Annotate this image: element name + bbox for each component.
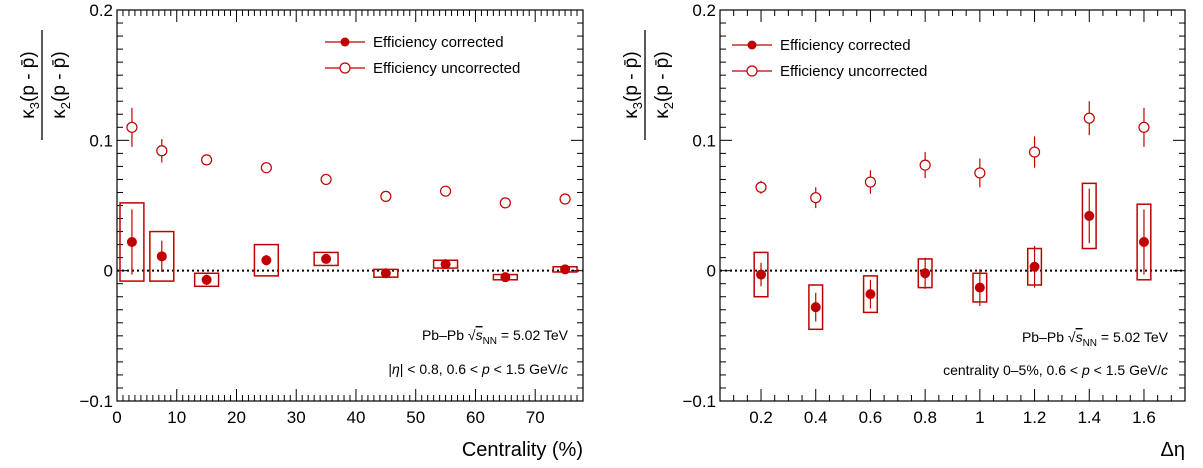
systematic-error-box <box>1081 182 1097 250</box>
data-point <box>500 272 511 283</box>
systematic-error-box <box>313 251 339 267</box>
x-tick-label: 0 <box>112 408 121 427</box>
systematic-error-box <box>119 202 145 282</box>
data-point <box>321 253 332 264</box>
x-tick-label: 1.2 <box>1023 408 1047 427</box>
legend: Efficiency corrected Efficiency uncorrect… <box>325 34 520 77</box>
data-point <box>1084 210 1095 221</box>
x-tick-label: 0.4 <box>804 408 828 427</box>
data-point <box>810 302 821 313</box>
legend: Efficiency corrected Efficiency uncorrect… <box>732 37 927 80</box>
systematic-error-box <box>862 275 879 314</box>
systematic-error-box <box>753 251 769 298</box>
x-tick-label: 1.4 <box>1077 408 1101 427</box>
x-axis-label: Δη <box>1161 439 1185 461</box>
data-point <box>974 282 985 293</box>
annotation-kinematics: centrality 0–5%, 0.6 < p < 1.5 GeV/c <box>943 362 1168 378</box>
annotation-collision-system: Pb–Pb √sNN = 5.02 TeV <box>422 327 569 347</box>
series-corrected <box>119 202 578 288</box>
y-tick-label: 0.1 <box>692 131 716 150</box>
data-point <box>126 236 137 247</box>
data-point <box>201 274 212 285</box>
x-tick-label: 1 <box>975 408 984 427</box>
y-axis-denominator: κ2(p - p̄) <box>652 51 676 118</box>
x-tick-label: 0.2 <box>749 408 773 427</box>
x-tick-label: 10 <box>167 408 186 427</box>
x-axis-label: Centrality (%) <box>462 439 583 461</box>
x-tick-label: 30 <box>287 408 306 427</box>
data-point <box>919 159 931 171</box>
data-point <box>1029 261 1040 272</box>
x-tick-label: 40 <box>347 408 366 427</box>
y-tick-label: −0.1 <box>682 392 716 411</box>
legend-label: Efficiency uncorrected <box>373 60 520 77</box>
y-axis-denominator: κ2(p - p̄) <box>49 51 73 118</box>
y-axis-label: κ3(p - p̄) κ2(p - p̄) <box>18 30 73 140</box>
data-point <box>156 145 168 157</box>
data-point <box>756 269 767 280</box>
data-point <box>1138 236 1149 247</box>
data-point <box>1028 146 1041 158</box>
x-tick-label: 0.6 <box>859 408 883 427</box>
y-tick-label: −0.1 <box>79 392 113 411</box>
x-tick-label: 1.6 <box>1132 408 1156 427</box>
data-point <box>380 268 391 279</box>
data-point <box>440 259 451 270</box>
data-point <box>156 251 167 262</box>
y-tick-label: 0.2 <box>89 1 113 20</box>
data-point <box>439 185 452 197</box>
data-point <box>320 173 332 186</box>
data-point <box>974 167 986 179</box>
x-tick-label: 0.8 <box>913 408 937 427</box>
x-tick-label: 60 <box>466 408 485 427</box>
systematic-error-box <box>808 284 824 331</box>
data-point <box>1138 121 1150 133</box>
x-tick-label: 70 <box>526 408 545 427</box>
annotation-kinematics: |η| < 0.8, 0.6 < p < 1.5 GeV/c <box>388 361 568 377</box>
systematic-error-box <box>1136 203 1152 281</box>
systematic-error-box <box>253 243 280 277</box>
data-point <box>755 181 767 193</box>
y-axis-numerator: κ3(p - p̄) <box>621 51 645 118</box>
y-tick-label: 0.1 <box>89 131 113 150</box>
y-axis-label: κ3(p - p̄) κ2(p - p̄) <box>621 30 676 140</box>
data-point <box>201 154 213 166</box>
annotation-collision-system: Pb–Pb √sNN = 5.02 TeV <box>1022 329 1169 349</box>
data-point <box>260 162 272 174</box>
x-tick-label: 20 <box>227 408 246 427</box>
data-point <box>559 193 571 205</box>
data-point <box>865 289 876 300</box>
x-tick-label: 50 <box>406 408 425 427</box>
series-uncorrected <box>126 107 571 209</box>
y-axis-numerator: κ3(p - p̄) <box>18 51 42 118</box>
data-point <box>1083 112 1095 124</box>
y-tick-label: 0 <box>104 262 113 281</box>
legend-label: Efficiency uncorrected <box>780 63 927 80</box>
data-point <box>380 190 392 202</box>
data-point <box>864 176 877 188</box>
data-point <box>499 197 511 209</box>
y-tick-label: 0.2 <box>692 1 716 20</box>
y-tick-label: 0 <box>707 262 716 281</box>
legend-marker <box>746 65 758 77</box>
data-point <box>810 192 822 204</box>
data-point <box>920 268 931 279</box>
series-uncorrected <box>755 101 1150 209</box>
series-corrected <box>753 182 1152 331</box>
legend-marker <box>747 40 757 50</box>
legend-label: Efficiency corrected <box>373 34 504 51</box>
chart-panel-2: −0.1 0 0.1 0.2 0.2 0.4 0.6 0.8 1 1.2 1.4 1.6 Δη κ3(p … <box>621 1 1186 461</box>
legend-marker <box>339 62 351 74</box>
data-point <box>126 121 138 133</box>
data-point <box>261 255 272 266</box>
systematic-error-box <box>149 230 175 282</box>
legend-marker <box>340 37 350 47</box>
legend-label: Efficiency corrected <box>780 37 911 54</box>
systematic-error-box <box>193 272 220 288</box>
data-point <box>560 264 571 275</box>
